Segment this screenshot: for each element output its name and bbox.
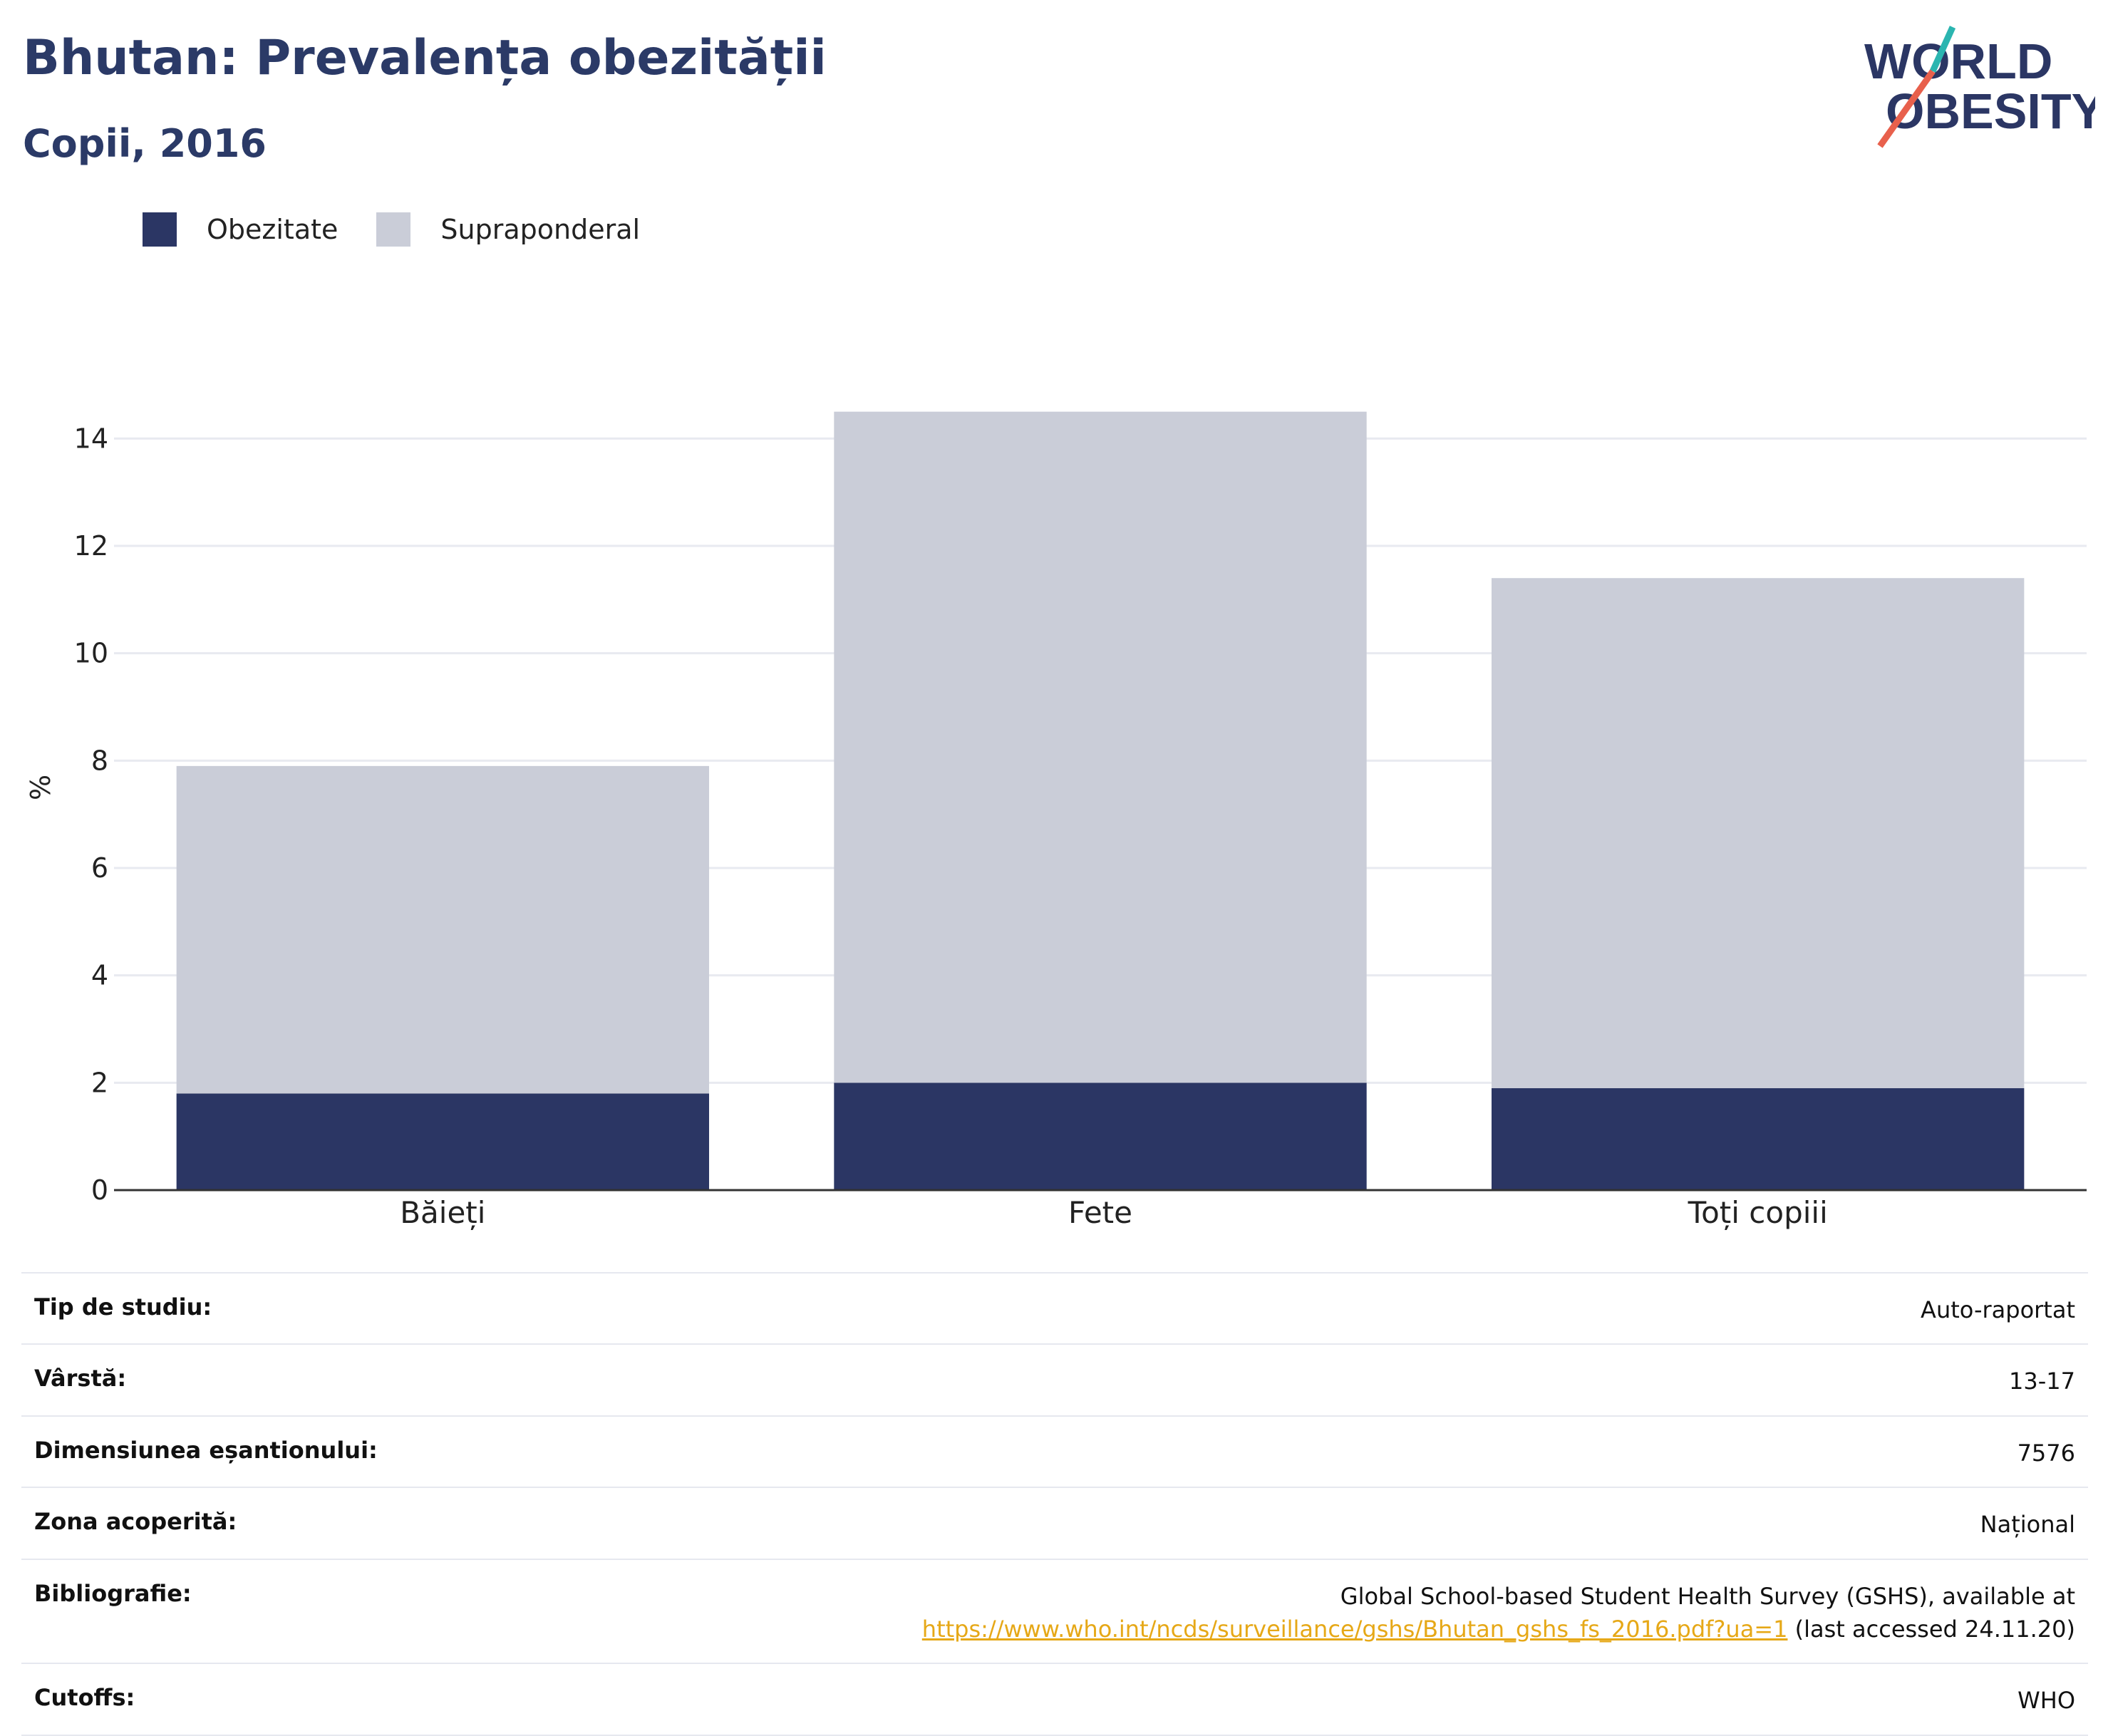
meta-key: Bibliografie:	[34, 1579, 192, 1607]
meta-key: Zona acoperită:	[34, 1508, 237, 1536]
bar-chart: 0 2 4 6 8 10 12 14 Băieți Fete Toți copiii%	[25, 411, 2087, 1230]
bibliography-suffix: (last accessed 24.11.20)	[1787, 1615, 2075, 1643]
legend-item-obesity[interactable]: Obezitate	[143, 212, 338, 247]
bar-overweight-0	[176, 765, 710, 1094]
legend-item-overweight[interactable]: Supraponderal	[376, 212, 640, 247]
legend-label-overweight: Supraponderal	[440, 214, 641, 245]
y-tick-label: 12	[74, 530, 108, 562]
y-tick-label: 14	[74, 423, 108, 454]
logo-line1: WORLD	[1864, 33, 2052, 89]
logo-slash-coral	[1877, 69, 1936, 148]
meta-value: 13-17	[2009, 1368, 2075, 1395]
meta-value: Național	[1980, 1511, 2075, 1539]
meta-key: Cutoffs:	[34, 1684, 135, 1712]
meta-row-sample-size: Dimensiunea eșantionului: 7576	[21, 1415, 2088, 1487]
bar-overweight-1	[834, 411, 1367, 1083]
y-tick-label: 6	[91, 852, 108, 884]
chart-subtitle: Copii, 2016	[23, 121, 267, 166]
meta-value: Auto-raportat	[1921, 1296, 2075, 1323]
legend-label-obesity: Obezitate	[207, 214, 339, 245]
world-obesity-logo: WORLD OBESITY	[1864, 26, 2095, 148]
meta-key: Tip de studiu:	[34, 1293, 212, 1321]
meta-key: Vârstă:	[34, 1365, 127, 1393]
y-tick-label: 2	[91, 1067, 108, 1098]
y-axis-label: %	[25, 775, 56, 800]
meta-row-age: Vârstă: 13-17	[21, 1343, 2088, 1415]
meta-row-area: Zona acoperită: Național	[21, 1487, 2088, 1558]
bibliography-text: Global School-based Student Health Surve…	[922, 1580, 2075, 1646]
logo-slash-teal	[1929, 26, 1956, 73]
x-category-label: Fete	[1068, 1195, 1132, 1230]
bibliography-line1: Global School-based Student Health Surve…	[1340, 1582, 2075, 1610]
bar-obesity-1	[834, 1083, 1367, 1190]
y-tick-label: 4	[91, 960, 108, 991]
legend-swatch-obesity	[143, 212, 177, 247]
meta-row-cutoffs: Cutoffs: WHO	[21, 1663, 2088, 1736]
y-tick-label: 10	[74, 638, 108, 669]
legend-swatch-overweight	[376, 212, 411, 247]
meta-row-bibliography: Bibliografie: Global School-based Studen…	[21, 1558, 2088, 1663]
meta-key: Dimensiunea eșantionului:	[34, 1436, 378, 1464]
bar-obesity-2	[1491, 1087, 2025, 1190]
y-tick-label: 0	[91, 1174, 108, 1206]
legend: Obezitate Supraponderal	[143, 212, 678, 247]
bar-obesity-0	[176, 1093, 710, 1190]
y-tick-label: 8	[91, 745, 108, 776]
x-category-label: Băieți	[400, 1195, 485, 1230]
chart-title: Bhutan: Prevalența obezității	[23, 30, 827, 86]
meta-value: WHO	[2017, 1687, 2075, 1715]
study-info-table: Tip de studiu: Auto-raportat Vârstă: 13-…	[21, 1272, 2088, 1736]
meta-row-study-type: Tip de studiu: Auto-raportat	[21, 1272, 2088, 1343]
bar-overweight-2	[1491, 578, 2025, 1088]
bibliography-link[interactable]: https://www.who.int/ncds/surveillance/gs…	[921, 1615, 1788, 1643]
x-category-label: Toți copiii	[1688, 1195, 1828, 1230]
meta-value: 7576	[2017, 1439, 2075, 1467]
